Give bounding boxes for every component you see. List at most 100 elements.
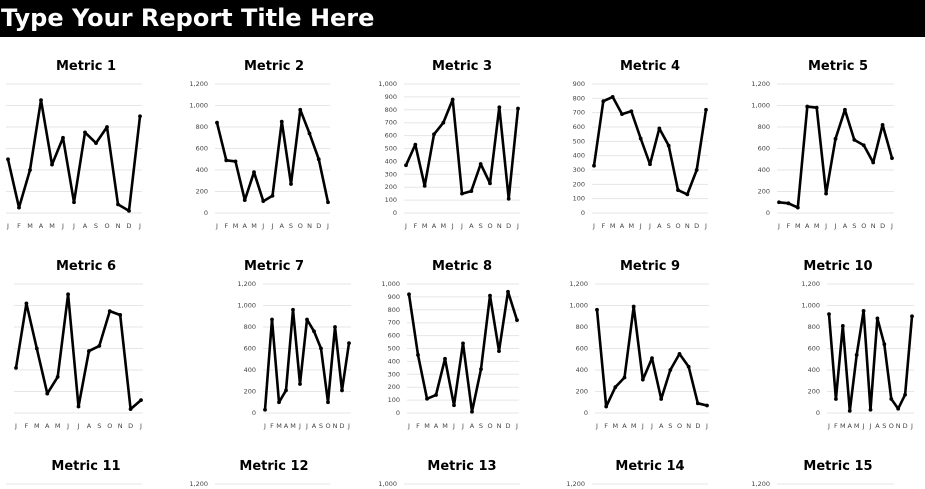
data-point bbox=[252, 170, 256, 175]
data-point bbox=[107, 309, 112, 313]
y-tick-label: 200 bbox=[758, 188, 770, 196]
data-point bbox=[34, 346, 39, 351]
y-tick-label: 800 bbox=[388, 306, 400, 314]
x-tick-label: O bbox=[861, 222, 866, 230]
data-point bbox=[875, 316, 880, 321]
x-tick-label: N bbox=[685, 222, 690, 230]
chart-title: Metric 11 bbox=[51, 459, 121, 474]
x-tick-label: J bbox=[650, 422, 653, 430]
x-tick-label: F bbox=[787, 222, 791, 230]
y-tick-label: 600 bbox=[808, 345, 820, 353]
data-point bbox=[416, 353, 420, 357]
chart-title: Metric 2 bbox=[243, 59, 305, 74]
x-tick-label: F bbox=[604, 422, 608, 430]
data-point bbox=[824, 191, 828, 196]
data-point bbox=[705, 403, 709, 408]
data-point bbox=[450, 97, 455, 102]
x-tick-label: M bbox=[233, 222, 239, 230]
x-tick-label: M bbox=[442, 422, 448, 430]
x-tick-label: J bbox=[451, 222, 454, 230]
data-point bbox=[488, 293, 492, 298]
x-tick-label: O bbox=[889, 422, 894, 430]
x-tick-label: J bbox=[862, 422, 865, 430]
data-point bbox=[24, 301, 29, 306]
x-tick-label: F bbox=[834, 422, 838, 430]
data-point bbox=[298, 382, 302, 386]
data-point bbox=[610, 95, 615, 99]
data-point bbox=[638, 136, 643, 141]
data-point bbox=[17, 205, 21, 210]
y-tick-label: 200 bbox=[573, 180, 585, 188]
chart-title: Metric 3 bbox=[431, 59, 493, 74]
x-tick-label: S bbox=[479, 422, 483, 430]
data-point bbox=[55, 374, 60, 379]
data-point bbox=[840, 324, 845, 328]
x-tick-label: D bbox=[695, 422, 700, 430]
x-tick-label: O bbox=[675, 222, 680, 230]
data-point bbox=[814, 105, 819, 110]
data-point bbox=[312, 329, 316, 334]
x-tick-label: D bbox=[128, 422, 133, 430]
chart-title: Metric 15 bbox=[803, 459, 873, 474]
data-point bbox=[404, 163, 408, 168]
y-tick-label: 0 bbox=[204, 209, 208, 217]
y-tick-label: 400 bbox=[196, 166, 208, 174]
data-point bbox=[650, 356, 654, 361]
x-tick-label: A bbox=[469, 222, 474, 230]
data-point bbox=[50, 162, 54, 167]
y-tick-label: 1,000 bbox=[801, 302, 820, 310]
x-tick-label: N bbox=[686, 422, 691, 430]
data-point bbox=[215, 120, 219, 125]
y-tick-label: 0 bbox=[766, 209, 770, 217]
data-point bbox=[896, 406, 901, 411]
x-tick-label: J bbox=[347, 422, 350, 430]
x-tick-label: A bbox=[312, 422, 317, 430]
data-point bbox=[6, 157, 10, 162]
data-point bbox=[469, 189, 474, 193]
x-tick-label: J bbox=[215, 222, 218, 230]
data-point bbox=[289, 182, 293, 186]
x-tick-label: F bbox=[270, 422, 274, 430]
data-point bbox=[261, 199, 266, 204]
x-tick-label: A bbox=[39, 222, 44, 230]
x-tick-label: F bbox=[601, 222, 605, 230]
y-tick-label: 400 bbox=[758, 166, 770, 174]
data-point bbox=[422, 184, 427, 188]
x-tick-label: J bbox=[305, 422, 308, 430]
data-point bbox=[138, 114, 142, 119]
data-point bbox=[413, 142, 418, 147]
y-tick-label: 400 bbox=[576, 366, 588, 374]
data-point bbox=[659, 397, 664, 401]
data-point bbox=[270, 193, 275, 198]
x-tick-label: J bbox=[827, 422, 830, 430]
data-point bbox=[604, 404, 609, 409]
data-point bbox=[326, 400, 330, 405]
y-tick-label: 200 bbox=[244, 388, 256, 396]
data-point bbox=[640, 377, 645, 382]
x-tick-label: N bbox=[118, 422, 123, 430]
data-point bbox=[39, 98, 43, 103]
y-tick-label: 0 bbox=[584, 409, 588, 417]
x-tick-label: J bbox=[139, 422, 142, 430]
y-tick-label: 200 bbox=[388, 383, 400, 391]
y-tick-label: 400 bbox=[808, 366, 820, 374]
data-point bbox=[478, 162, 483, 166]
data-point bbox=[279, 119, 284, 124]
data-point bbox=[291, 307, 295, 312]
data-point bbox=[319, 346, 323, 351]
data-point bbox=[434, 393, 438, 397]
data-point bbox=[224, 158, 229, 163]
x-tick-label: A bbox=[284, 422, 289, 430]
x-tick-label: J bbox=[72, 222, 75, 230]
data-point bbox=[284, 388, 288, 393]
data-point bbox=[861, 308, 866, 313]
